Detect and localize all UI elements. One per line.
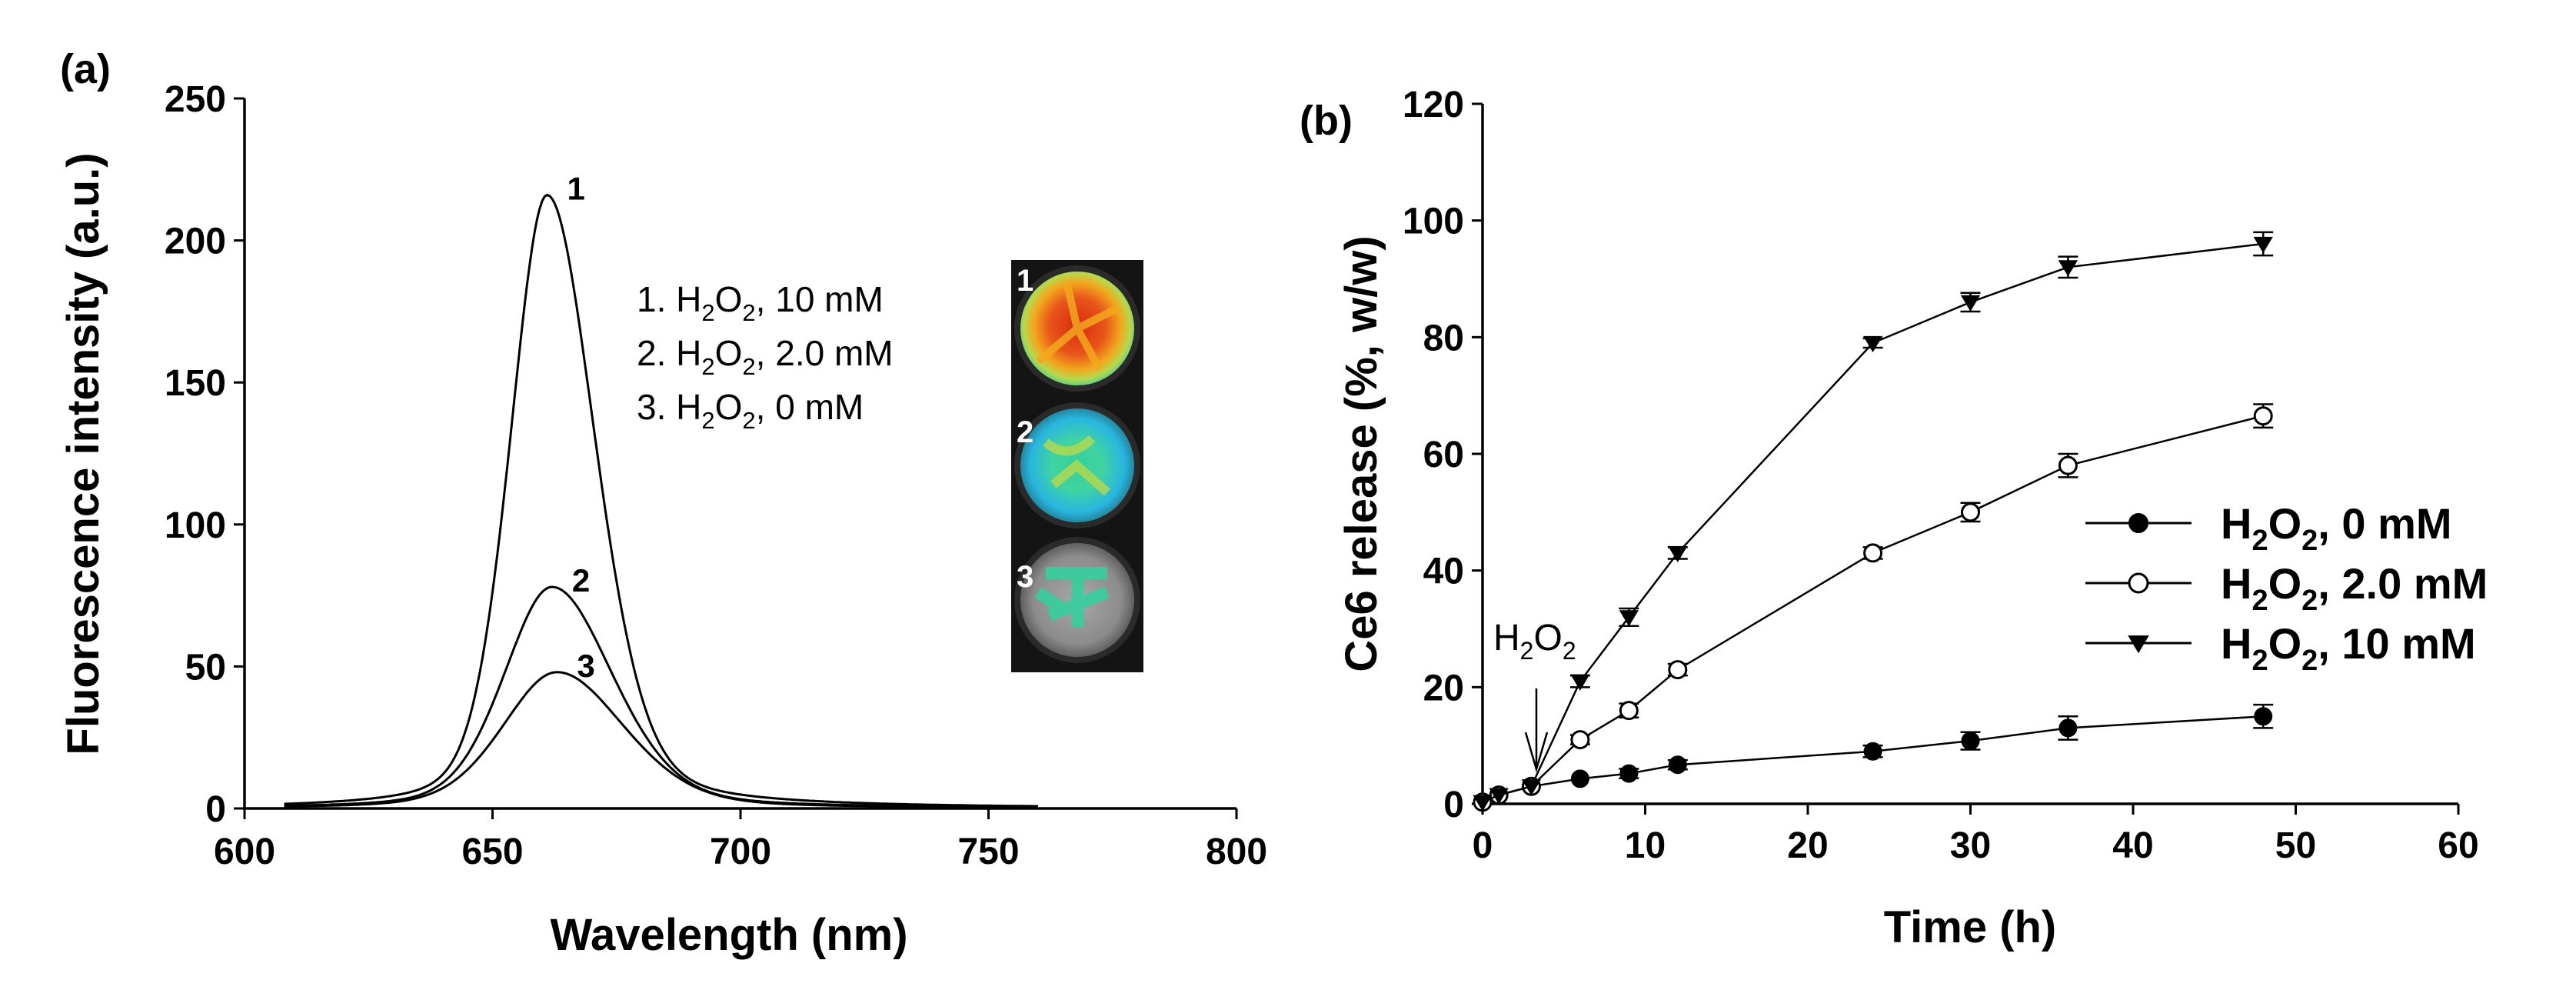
panel-a-x-ticks: 600 650 700 750 800 [214, 808, 1267, 872]
y-tick-label: 200 [165, 222, 226, 262]
data-point [1619, 764, 1639, 783]
h2o2-arrow-head [1524, 732, 1549, 773]
h2o2-annotation-label: H2O2 [1493, 618, 1576, 665]
panel-a-label: (a) [60, 46, 111, 92]
well-1-label: 1 [1017, 264, 1033, 298]
x-tick-label: 650 [461, 832, 523, 872]
spectrum-curve-3 [284, 671, 1038, 809]
well-3-label: 3 [1017, 560, 1033, 594]
x-tick-label: 20 [1787, 825, 1828, 866]
data-point [1960, 295, 1981, 312]
panel-a-legend: 1. H2O2, 10 mM 2. H2O2, 2.0 mM 3. H2O2, 0 … [637, 279, 894, 434]
well-2-pattern [1043, 435, 1110, 496]
x-tick-label: 40 [2112, 825, 2153, 866]
spectrum-label-1: 1 [567, 171, 584, 207]
data-point [1473, 795, 1493, 812]
panel-b-y-axis-title: Ce6 release (%, w/w) [1336, 235, 1386, 672]
series-line [1482, 242, 2264, 803]
panel-a-y-axis-title: Fluorescence intensity (a.u.) [58, 152, 108, 755]
y-tick-label: 0 [205, 789, 226, 830]
x-tick-label: 0 [1473, 825, 1493, 866]
series-3 [1473, 231, 2274, 812]
legend-item-2: H2O2, 2.0 mM [2085, 559, 2488, 617]
legend-marker [2128, 513, 2148, 533]
y-tick-label: 80 [1423, 318, 1464, 358]
data-point [2253, 406, 2273, 426]
data-point [1961, 502, 1980, 522]
well-2-label: 2 [1017, 415, 1033, 449]
legend-marker [2128, 635, 2149, 654]
panel-b: (b) 0 20 40 60 80 100 120 0 10 20 30 40 50 60 Time (… [1300, 85, 2488, 952]
y-tick-label: 40 [1423, 552, 1464, 592]
panel-b-y-ticks: 0 20 40 60 80 100 120 [1403, 85, 1483, 825]
data-point [2058, 260, 2078, 277]
legend-label: H2O2, 0 mM [2221, 499, 2452, 557]
data-point [2254, 707, 2273, 726]
x-tick-label: 30 [1950, 825, 1991, 866]
legend-item-3: H2O2, 10 mM [2085, 619, 2476, 677]
fluorescence-well-image: 1 2 3 [1011, 260, 1143, 672]
legend-label: H2O2, 2.0 mM [2221, 559, 2488, 617]
data-point [1619, 701, 1639, 721]
panel-a-curves: 1 2 3 [284, 171, 1038, 809]
legend-marker [2128, 572, 2149, 594]
x-tick-label: 700 [710, 832, 771, 872]
x-tick-label: 800 [1206, 832, 1267, 872]
well-3-pattern [1034, 567, 1110, 627]
data-point [1668, 755, 1687, 775]
y-tick-label: 60 [1423, 435, 1464, 475]
data-point [1862, 335, 1883, 353]
data-point [1668, 660, 1688, 680]
data-point [2058, 718, 2078, 738]
panel-b-x-axis-title: Time (h) [1884, 902, 2057, 952]
data-point [2253, 236, 2273, 254]
spectrum-curve-2 [284, 585, 1038, 808]
legend-label: H2O2, 10 mM [2221, 619, 2476, 677]
y-tick-label: 0 [1443, 785, 1464, 825]
x-tick-label: 10 [1625, 825, 1666, 866]
y-tick-label: 50 [185, 647, 226, 688]
data-point [1863, 543, 1883, 563]
h2o2-addition-annotation: H2O2 [1493, 618, 1576, 773]
data-point [1489, 788, 1509, 805]
data-point [1668, 545, 1688, 563]
data-point [1570, 769, 1589, 788]
panel-a-y-ticks: 0 50 100 150 200 250 [165, 79, 245, 830]
y-tick-label: 150 [165, 363, 226, 404]
panel-a-x-axis-title: Wavelength (nm) [550, 910, 907, 960]
legend-entry-1: 1. H2O2, 10 mM [637, 279, 884, 326]
panel-b-label: (b) [1300, 98, 1353, 144]
data-point [1961, 732, 1980, 751]
panel-b-series [1473, 231, 2274, 812]
x-tick-label: 750 [957, 832, 1019, 872]
legend-entry-2: 2. H2O2, 2.0 mM [637, 333, 894, 380]
data-point [1619, 610, 1639, 627]
x-tick-label: 600 [214, 832, 275, 872]
data-point [1521, 779, 1542, 796]
legend-item-1: H2O2, 0 mM [2085, 499, 2452, 557]
y-tick-label: 100 [1403, 202, 1464, 242]
data-point [1863, 742, 1882, 761]
well-1-pattern [1035, 283, 1121, 372]
y-tick-label: 120 [1403, 85, 1464, 125]
legend-entry-3: 3. H2O2, 0 mM [637, 387, 864, 434]
x-tick-label: 60 [2438, 825, 2478, 866]
series-1 [1473, 703, 2274, 812]
data-point [1570, 674, 1590, 691]
x-tick-label: 50 [2275, 825, 2316, 866]
spectrum-curve-1 [284, 193, 1038, 808]
panel-b-x-ticks: 0 10 20 30 40 50 60 [1473, 804, 2479, 866]
spectrum-label-2: 2 [572, 562, 590, 598]
data-point [2058, 455, 2078, 475]
spectrum-label-3: 3 [577, 648, 594, 684]
y-tick-label: 100 [165, 505, 226, 546]
y-tick-label: 250 [165, 79, 226, 120]
y-tick-label: 20 [1423, 668, 1464, 708]
panel-a: (a) 0 50 100 150 200 250 600 650 700 750 800 Wave… [58, 46, 1267, 960]
data-point [1570, 730, 1590, 750]
